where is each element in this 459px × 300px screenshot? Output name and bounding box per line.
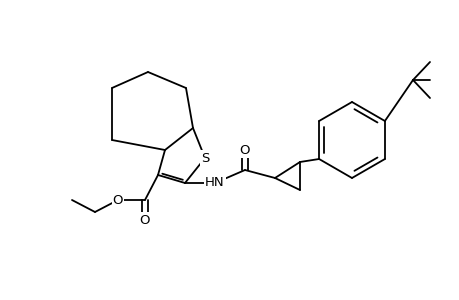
Text: S: S xyxy=(201,152,209,164)
Text: HN: HN xyxy=(205,176,224,190)
Text: O: O xyxy=(239,143,250,157)
Text: O: O xyxy=(112,194,123,206)
Text: O: O xyxy=(140,214,150,226)
